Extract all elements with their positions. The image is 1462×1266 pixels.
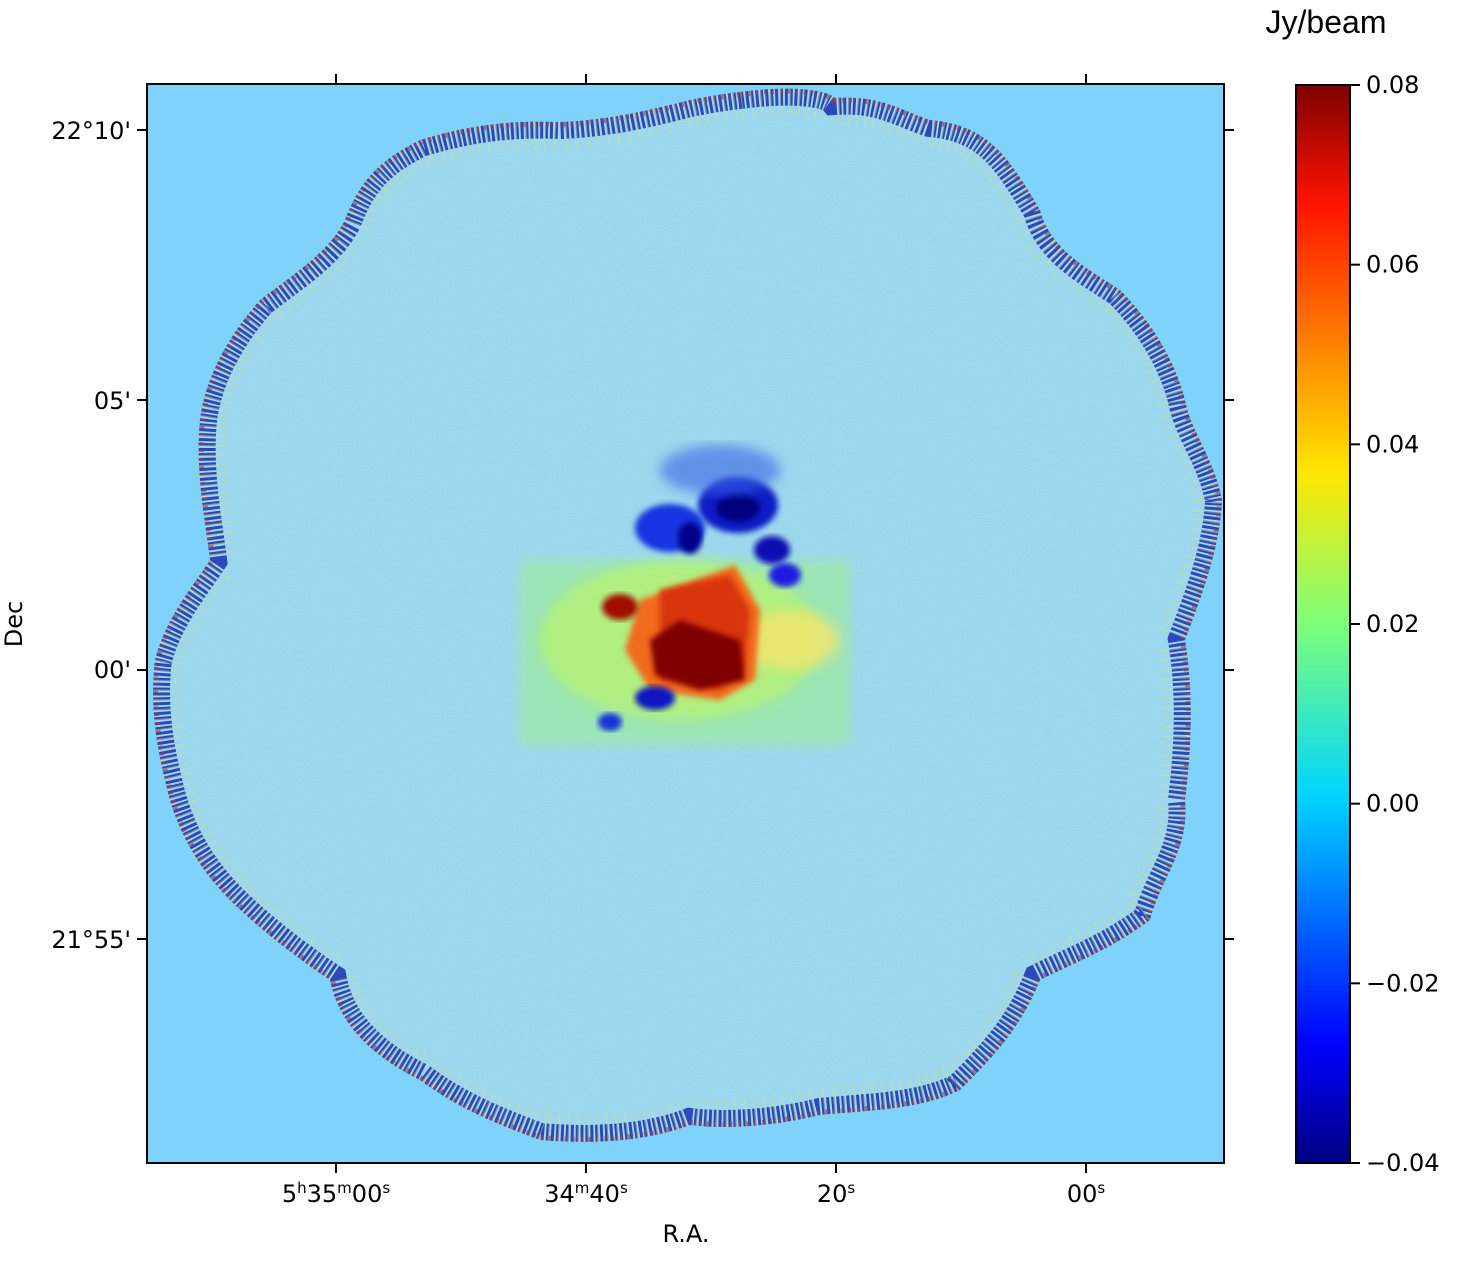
colorbar-tick-label-6: −0.04: [1366, 1149, 1440, 1177]
central-emission: [520, 445, 850, 745]
x-tick-label-2: 20s: [817, 1179, 856, 1208]
colorbar: [1296, 85, 1350, 1163]
y-tick-label-0: 22°10': [51, 117, 131, 145]
y-tick-label-3: 21°55': [51, 926, 131, 954]
colorbar-tick-label-4: 0.00: [1366, 790, 1419, 818]
colorbar-ticks: 0.08 0.06 0.04 0.02 0.00 −0.02 −0.04: [1350, 71, 1440, 1177]
y-tick-labels: 22°10' 05' 00' 21°55': [51, 117, 131, 954]
y-tick-label-2: 00': [94, 656, 131, 684]
colorbar-tick-label-1: 0.06: [1366, 251, 1419, 279]
colorbar-tick-label-5: −0.02: [1366, 969, 1440, 997]
axis-ticks: [137, 74, 1234, 1173]
x-tick-labels: 5h35m00s 34m40s 20s 00s: [282, 1179, 1106, 1208]
y-tick-label-1: 05': [94, 387, 131, 415]
x-tick-label-0: 5h35m00s: [282, 1179, 391, 1208]
mosaic-field: [153, 88, 1223, 1142]
x-tick-label-3: 00s: [1067, 1179, 1106, 1208]
x-axis-label: R.A.: [662, 1220, 709, 1248]
plot-frame: [146, 83, 1225, 1164]
x-tick-label-1: 34m40s: [544, 1179, 628, 1208]
y-axis-label: Dec: [0, 601, 28, 647]
colorbar-tick-label-2: 0.04: [1366, 430, 1419, 458]
colorbar-tick-label-0: 0.08: [1366, 71, 1419, 99]
colorbar-tick-label-3: 0.02: [1366, 610, 1419, 638]
colorbar-unit-label: Jy/beam: [1266, 4, 1387, 40]
